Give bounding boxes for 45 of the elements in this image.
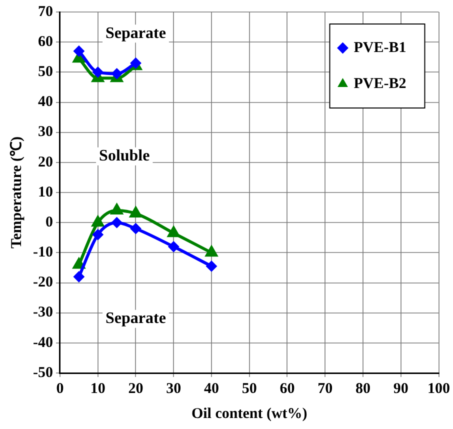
x-tick-label: 0	[56, 380, 64, 397]
y-tick-label: -30	[32, 304, 53, 321]
annotation: Separate	[106, 24, 166, 42]
y-tick-label: -20	[32, 274, 53, 291]
x-axis-title: Oil content (wt%)	[191, 406, 308, 422]
y-tick-label: 70	[38, 4, 53, 20]
y-tick-label: 10	[38, 184, 53, 200]
point	[110, 203, 124, 215]
x-tick-label: 80	[356, 380, 370, 397]
x-tick-label: 60	[280, 380, 295, 397]
y-tick-label: 20	[38, 154, 53, 170]
annotation: Separate	[106, 310, 166, 327]
point	[92, 229, 104, 240]
x-tick-label: 100	[428, 380, 450, 397]
point	[168, 241, 180, 252]
y-tick-label: -50	[32, 364, 53, 381]
legend-label: PVE-B1	[354, 40, 406, 56]
y-tick-label: 0	[45, 214, 53, 230]
x-tick-label: 30	[166, 380, 182, 397]
y-tick-label: 60	[38, 34, 53, 50]
x-tick-label: 70	[318, 380, 333, 397]
point	[111, 217, 122, 228]
x-tick-label: 90	[393, 380, 408, 397]
point	[129, 206, 142, 218]
y-axis-title: Temperature (℃)	[8, 136, 25, 249]
point	[206, 260, 217, 272]
y-tick-label: 50	[38, 64, 53, 80]
y-tick-label: 40	[38, 94, 53, 110]
x-tick-label: 40	[204, 380, 219, 397]
legend-label: PVE-B2	[354, 76, 406, 92]
point	[92, 66, 104, 78]
annotation: Soluble	[99, 148, 150, 165]
y-tick-label: -40	[32, 334, 53, 351]
point	[204, 245, 218, 257]
x-tick-label: 20	[128, 380, 144, 397]
x-tick-label: 10	[90, 380, 106, 397]
y-tick-label: -10	[32, 244, 53, 261]
point	[167, 226, 180, 238]
point	[73, 46, 84, 57]
x-tick-label: 50	[242, 380, 257, 397]
y-tick-label: 30	[38, 124, 53, 140]
point	[91, 215, 104, 227]
point	[130, 223, 142, 234]
point	[73, 271, 84, 282]
point	[111, 68, 122, 80]
